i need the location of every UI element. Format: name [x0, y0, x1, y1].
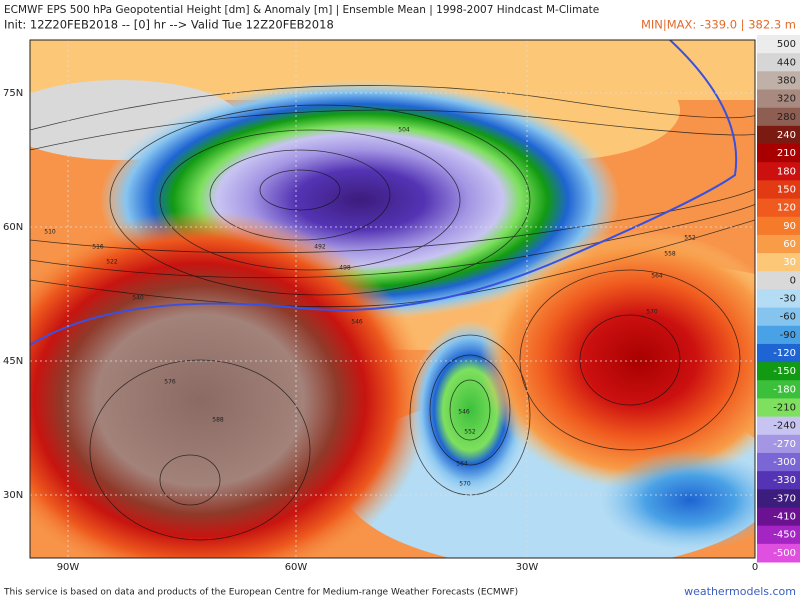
contour-label: 558: [664, 251, 676, 258]
colorbar-swatch: [757, 180, 800, 200]
colorbar-label: -150: [773, 366, 796, 377]
colorbar-label: 380: [777, 75, 796, 86]
colorbar-label: -500: [773, 548, 796, 559]
contour-label: 552: [464, 429, 476, 436]
colorbar-swatch: [757, 434, 800, 454]
colorbar-swatch: [757, 144, 800, 163]
colorbar-swatch: [757, 107, 800, 127]
colorbar-label: 440: [777, 57, 796, 68]
colorbar-label: -300: [773, 457, 796, 468]
colorbar-swatch: [757, 253, 800, 272]
colorbar-label: 500: [777, 39, 796, 50]
colorbar-label: 60: [783, 239, 796, 250]
site: weathermodels.com: [684, 585, 796, 598]
colorbar-label: 90: [783, 221, 796, 232]
colorbar-label: 120: [777, 203, 796, 214]
contour-label: 570: [459, 481, 471, 488]
credit: This service is based on data and produc…: [3, 588, 518, 598]
colorbar-label: 240: [777, 130, 796, 141]
lon-label: 30W: [516, 562, 539, 573]
contour-label: 516: [92, 244, 104, 251]
lat-label: 60N: [3, 222, 23, 233]
colorbar-label: 30: [783, 257, 796, 268]
colorbar-swatch: [757, 216, 800, 236]
colorbar-label: -410: [773, 512, 796, 523]
lon-label: 90W: [57, 562, 80, 573]
colorbar-swatch: [757, 325, 800, 345]
colorbar-swatch: [757, 234, 800, 254]
title: ECMWF EPS 500 hPa Geopotential Height [d…: [4, 4, 599, 16]
lat-label: 45N: [3, 356, 23, 367]
contour-label: 588: [212, 417, 224, 424]
colorbar-label: -240: [773, 421, 796, 432]
colorbar-label: -30: [780, 294, 796, 305]
colorbar-swatch: [757, 362, 800, 381]
contour-label: 564: [651, 273, 663, 280]
contour-label: 510: [44, 229, 56, 236]
contour-label: 492: [314, 244, 326, 251]
contour-label: 570: [646, 309, 658, 316]
lon-label: 60W: [285, 562, 308, 573]
colorbar-label: -450: [773, 530, 796, 541]
contour-label: 546: [458, 409, 470, 416]
colorbar-swatch: [757, 543, 800, 563]
colorbar-label: 280: [777, 112, 796, 123]
colorbar-label: -330: [773, 475, 796, 486]
colorbar-label: 180: [777, 166, 796, 177]
colorbar-swatch: [757, 452, 800, 472]
colorbar-swatch: [757, 507, 800, 527]
contour-label: 564: [456, 461, 468, 468]
colorbar-swatch: [757, 71, 800, 91]
colorbar-label: -210: [773, 403, 796, 414]
colorbar-label: -370: [773, 493, 796, 504]
colorbar-swatch: [757, 162, 800, 181]
colorbar-swatch: [757, 35, 800, 54]
colorbar-label: -180: [773, 384, 796, 395]
colorbar-swatch: [757, 271, 800, 290]
colorbar-label: 150: [777, 184, 796, 195]
contour-label: 498: [339, 265, 351, 272]
colorbar-label: -60: [780, 312, 796, 323]
colorbar-swatch: [757, 343, 800, 363]
colorbar-label: 320: [777, 94, 796, 105]
colorbar-label: 210: [777, 148, 796, 159]
contour-label: 522: [106, 259, 118, 266]
map: 510 516 522 540 492 498 504 546 552 558 564 570 576 5…: [30, 40, 755, 558]
colorbar-swatch: [757, 198, 800, 218]
lat-label: 30N: [3, 490, 23, 501]
lon-label: 0: [752, 562, 758, 573]
lat-label: 75N: [3, 88, 23, 99]
colorbar-label: -90: [780, 330, 796, 341]
min-max: MIN|MAX: -339.0 | 382.3 m: [641, 18, 796, 32]
contour-label: 540: [132, 295, 144, 302]
contour-label: 504: [398, 127, 410, 134]
colorbar-swatch: [757, 125, 800, 145]
colorbar-swatch: [757, 380, 800, 399]
colorbar-label: -270: [773, 439, 796, 450]
contour-label: 546: [351, 319, 363, 326]
contour-label: 576: [164, 379, 176, 386]
colorbar-swatch: [757, 89, 800, 109]
colorbar-label: 0: [790, 275, 796, 286]
colorbar-swatch: [757, 307, 800, 327]
colorbar-swatch: [757, 289, 800, 309]
contour-label: 552: [684, 235, 696, 242]
colorbar-swatch: [757, 489, 800, 508]
colorbar-swatch: [757, 471, 800, 490]
init-line: Init: 12Z20FEB2018 -- [0] hr --> Valid T…: [4, 18, 334, 32]
colorbar-swatch: [757, 53, 800, 72]
colorbar-swatch: [757, 525, 800, 545]
colorbar-label: -120: [773, 348, 796, 359]
colorbar-swatch: [757, 398, 800, 418]
colorbar-swatch: [757, 416, 800, 436]
